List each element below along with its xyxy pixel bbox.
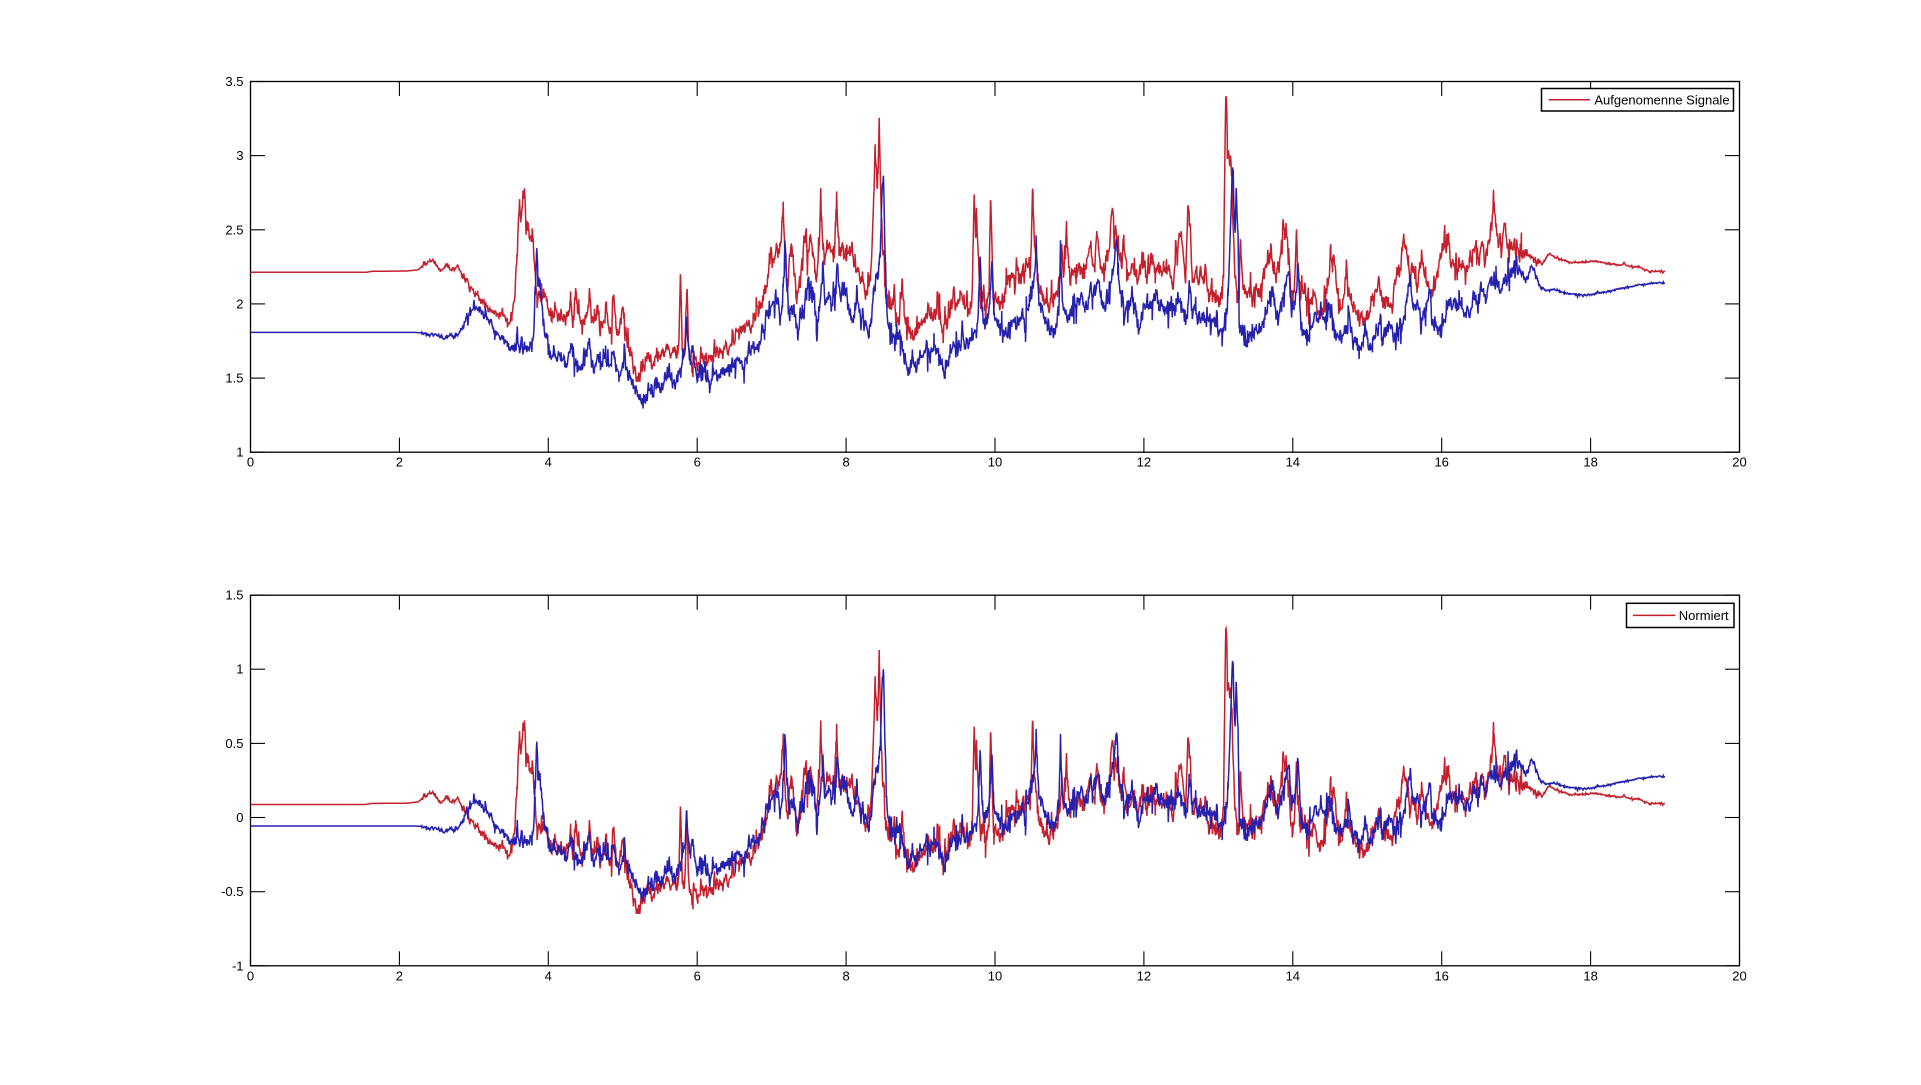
- svg-text:2.5: 2.5: [225, 222, 243, 237]
- svg-text:2: 2: [396, 968, 403, 983]
- svg-text:0: 0: [247, 968, 254, 983]
- svg-text:10: 10: [988, 968, 1002, 983]
- svg-text:Aufgenomenne Signale: Aufgenomenne Signale: [1594, 92, 1729, 107]
- svg-text:3.5: 3.5: [225, 74, 243, 89]
- svg-text:6: 6: [694, 455, 701, 470]
- svg-text:1: 1: [236, 445, 243, 460]
- svg-text:1.5: 1.5: [225, 371, 243, 386]
- svg-text:12: 12: [1137, 968, 1151, 983]
- svg-text:12: 12: [1137, 455, 1151, 470]
- svg-text:1: 1: [236, 662, 243, 677]
- svg-text:10: 10: [988, 455, 1002, 470]
- svg-text:-0.5: -0.5: [221, 884, 243, 899]
- svg-text:20: 20: [1732, 968, 1746, 983]
- svg-text:16: 16: [1434, 455, 1448, 470]
- svg-text:18: 18: [1583, 968, 1597, 983]
- svg-text:16: 16: [1434, 968, 1448, 983]
- svg-text:6: 6: [694, 968, 701, 983]
- svg-text:Normiert: Normiert: [1679, 608, 1729, 623]
- svg-text:2: 2: [396, 455, 403, 470]
- svg-text:14: 14: [1286, 455, 1300, 470]
- svg-text:3: 3: [236, 148, 243, 163]
- svg-text:0: 0: [247, 455, 254, 470]
- svg-text:-1: -1: [232, 958, 244, 973]
- svg-text:1.5: 1.5: [225, 588, 243, 603]
- svg-text:8: 8: [842, 455, 849, 470]
- svg-text:2: 2: [236, 296, 243, 311]
- svg-text:20: 20: [1732, 455, 1746, 470]
- svg-text:4: 4: [545, 455, 552, 470]
- svg-text:4: 4: [545, 968, 552, 983]
- svg-text:14: 14: [1286, 968, 1300, 983]
- svg-text:8: 8: [842, 968, 849, 983]
- svg-text:0.5: 0.5: [225, 736, 243, 751]
- svg-text:18: 18: [1583, 455, 1597, 470]
- svg-text:0: 0: [236, 810, 243, 825]
